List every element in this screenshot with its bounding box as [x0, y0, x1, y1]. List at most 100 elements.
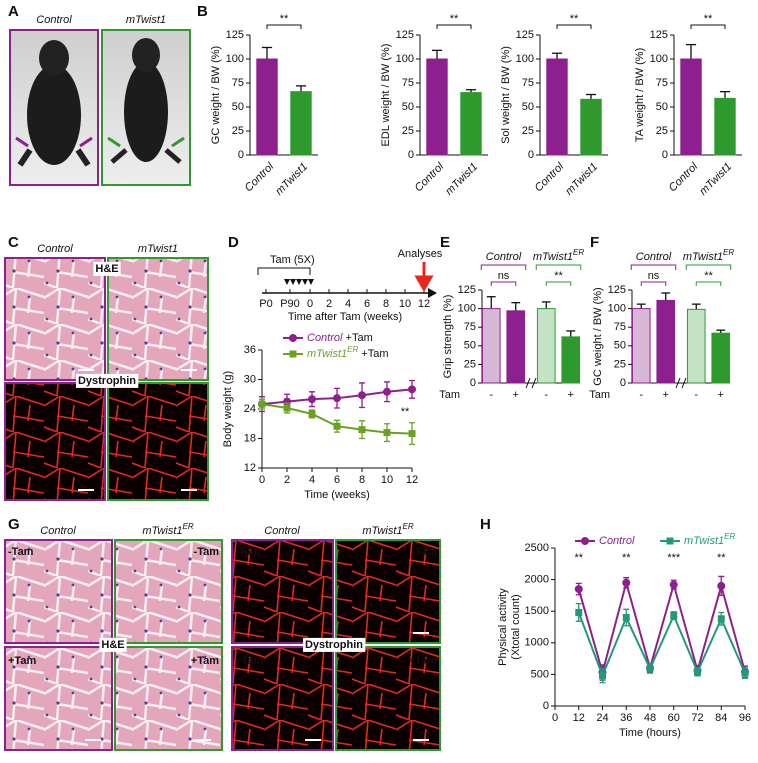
- text-part: ER: [403, 522, 414, 531]
- annotation: **: [622, 552, 631, 564]
- x-tick-label: Control: [243, 160, 277, 194]
- panel-label: C: [8, 234, 19, 251]
- y-axis-label: TA weight / BW (%): [634, 48, 646, 143]
- annotation: **: [574, 552, 583, 564]
- timeline-label: 8: [383, 298, 389, 310]
- significance-bracket: [690, 24, 726, 29]
- treatment-label: Tam (5X): [270, 254, 315, 266]
- timeline-arrowhead: [428, 288, 437, 298]
- y-tick-label: 50: [402, 101, 414, 113]
- y-tick-label: 100: [608, 303, 626, 315]
- x-tick-label: -: [639, 389, 643, 401]
- y-tick-label: 125: [516, 29, 534, 41]
- panel-label: D: [228, 234, 239, 251]
- significance-bracket: [436, 24, 472, 29]
- significance: **: [704, 270, 713, 282]
- x-tick-label: +: [663, 389, 669, 401]
- treatment-label: Tam: [439, 389, 460, 401]
- panel-label: A: [8, 3, 19, 20]
- micrographs-c: [4, 257, 209, 501]
- text-part: ER: [724, 532, 735, 541]
- x-tick-label: -: [489, 389, 493, 401]
- condition-label: +Tam: [409, 655, 437, 667]
- y-axis-label: EDL weight / BW (%): [380, 44, 392, 147]
- axis-break: [675, 377, 687, 389]
- x-tick-label: -: [544, 389, 548, 401]
- bar: [426, 58, 448, 156]
- y-tick-label: 18: [244, 432, 256, 444]
- x-tick-label: -: [694, 389, 698, 401]
- y-tick-label: 25: [522, 125, 534, 137]
- stain-label: H&E: [101, 639, 124, 651]
- bar: [460, 92, 482, 156]
- legend-marker: [666, 537, 674, 545]
- y-tick-label: 75: [614, 321, 626, 333]
- text-part: mTwist1: [307, 348, 347, 360]
- x-tick-label: 8: [359, 474, 365, 486]
- column-label: mTwist1ER: [142, 522, 193, 537]
- stain-label: Dystrophin: [305, 639, 363, 651]
- column-label: Control: [264, 525, 300, 537]
- y-tick-label: 2500: [525, 542, 549, 554]
- endpoint-arrow: [414, 262, 434, 292]
- legend-marker: [289, 334, 297, 342]
- x-tick-label: 0: [552, 712, 558, 724]
- marker: [358, 426, 366, 434]
- x-tick-label: 96: [739, 712, 751, 724]
- significance-bracket: [545, 281, 572, 286]
- text-part: ER: [723, 248, 734, 257]
- photo-label: Control: [36, 14, 72, 26]
- bar: [631, 308, 651, 384]
- significance: **: [570, 13, 579, 25]
- x-tick-label: 0: [259, 474, 265, 486]
- significance-bracket: [695, 281, 722, 286]
- photo-mtwist1: [101, 29, 191, 186]
- marker: [669, 580, 678, 589]
- y-tick-label: 125: [650, 29, 668, 41]
- x-tick-label: mTwist1: [697, 161, 734, 198]
- y-tick-label: 0: [470, 377, 476, 389]
- treatment-dose: [302, 279, 308, 285]
- treatment-dose: [308, 279, 314, 285]
- text-part: mTwist1: [533, 251, 573, 263]
- x-tick-label: Control: [413, 160, 447, 194]
- timeline-axis-label: Time after Tam (weeks): [288, 311, 402, 323]
- condition-label: -Tam: [194, 546, 220, 558]
- y-tick-label: 25: [464, 358, 476, 370]
- stain-label-bg: [75, 373, 139, 388]
- group-label: Control: [486, 251, 522, 263]
- axis-break: [525, 377, 537, 389]
- y-tick-label: 25: [614, 358, 626, 370]
- timeline-label: 0: [307, 298, 313, 310]
- y-tick-label: 100: [396, 53, 414, 65]
- stain-label-bg: [99, 637, 127, 652]
- text-part: mTwist1: [683, 251, 723, 263]
- text-part: +Tam: [358, 348, 388, 360]
- marker: [408, 430, 416, 438]
- y-tick-label: 125: [458, 284, 476, 296]
- text-part: Control: [40, 525, 76, 537]
- marker: [622, 578, 631, 587]
- text-part: mTwist1: [142, 525, 182, 537]
- y-tick-label: 75: [656, 77, 668, 89]
- marker: [308, 395, 316, 404]
- group-bracket: [630, 264, 677, 270]
- y-tick-label: 0: [620, 377, 626, 389]
- bar: [546, 58, 568, 156]
- y-tick-label: 24: [244, 403, 256, 415]
- y-tick-label: 50: [232, 101, 244, 113]
- treatment-dose: [284, 279, 290, 285]
- y-tick-label: 100: [458, 303, 476, 315]
- marker: [383, 429, 391, 437]
- bar: [686, 308, 706, 384]
- marker: [717, 615, 725, 623]
- x-tick-label: +: [513, 389, 519, 401]
- y-tick-label: 125: [608, 284, 626, 296]
- significance: **: [450, 13, 459, 25]
- significance-bracket: [266, 24, 302, 29]
- y-axis-label: Physical activity: [497, 588, 509, 666]
- x-tick-label: 84: [715, 712, 727, 724]
- photo-control: [9, 29, 99, 186]
- text-part: ER: [347, 345, 358, 354]
- endpoint-label: Analyses: [398, 248, 443, 260]
